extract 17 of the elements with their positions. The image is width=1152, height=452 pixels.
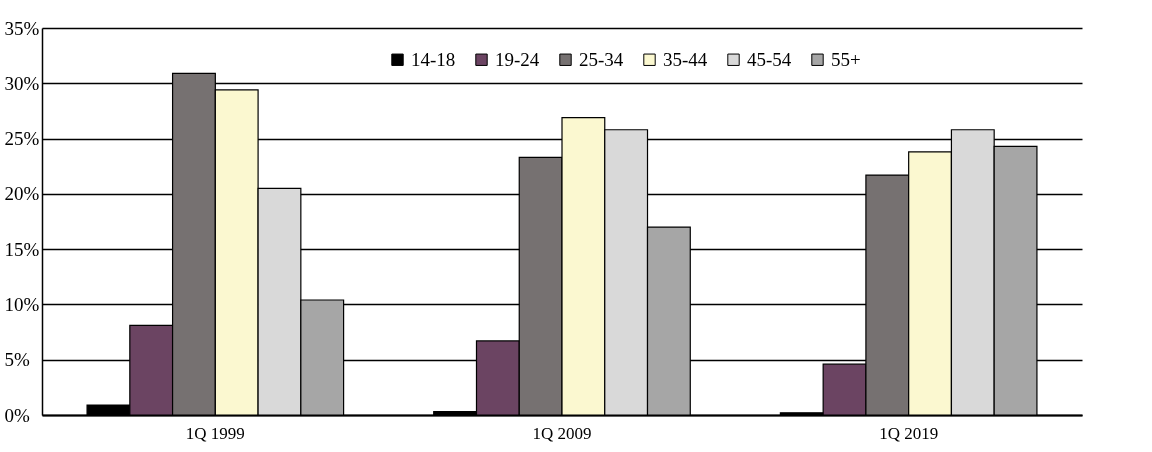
x-tick-label: 1Q 1999: [185, 423, 245, 443]
y-tick-label: 30%: [4, 72, 40, 94]
y-tick-label: 35%: [4, 17, 40, 39]
x-tick-label: 1Q 2019: [879, 423, 939, 443]
y-tick-label: 15%: [4, 238, 40, 260]
legend-label: 14-18: [411, 48, 456, 70]
y-tick-label: 0%: [4, 404, 30, 426]
x-tick-label: 1Q 2009: [532, 423, 592, 443]
y-tick-label: 25%: [4, 128, 40, 150]
y-tick-label: 5%: [4, 349, 30, 371]
legend-label: 35-44: [663, 48, 708, 70]
legend-label: 55+: [831, 48, 861, 70]
legend-label: 25-34: [579, 48, 624, 70]
y-tick-label: 20%: [4, 183, 40, 205]
y-tick-label: 10%: [4, 293, 40, 315]
legend-label: 19-24: [495, 48, 540, 70]
legend-label: 45-54: [747, 48, 792, 70]
